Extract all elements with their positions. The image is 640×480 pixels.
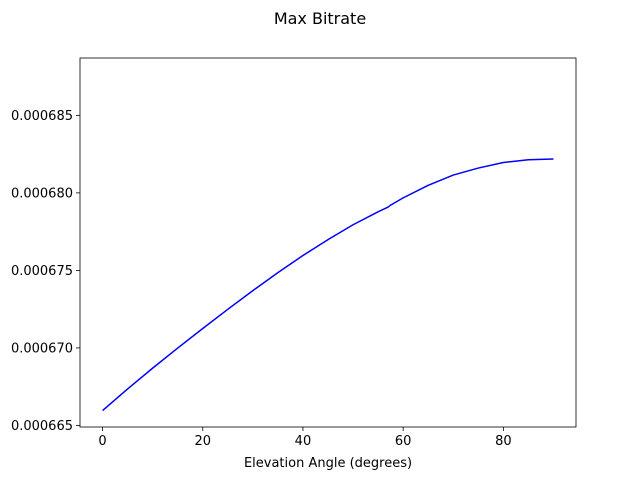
plot-area bbox=[79, 57, 577, 428]
y-tick-label: 0.000685 bbox=[11, 109, 73, 124]
y-tick-label: 0.000665 bbox=[11, 419, 73, 434]
x-tick-label: 60 bbox=[395, 434, 412, 449]
axes-frame bbox=[79, 57, 577, 428]
x-tick-label: 0 bbox=[98, 434, 106, 449]
chart-title: Max Bitrate bbox=[274, 9, 366, 28]
y-axis-ticks: 0.000665 0.000670 0.000675 0.000680 0.000685 bbox=[11, 109, 80, 434]
x-tick-label: 20 bbox=[194, 434, 211, 449]
series-line-0 bbox=[102, 158, 554, 412]
x-tick-label: 40 bbox=[295, 434, 312, 449]
y-tick-label: 0.000670 bbox=[11, 341, 73, 356]
y-tick-label: 0.000675 bbox=[11, 264, 73, 279]
y-tick-label: 0.000680 bbox=[11, 186, 73, 201]
x-tick-label: 80 bbox=[495, 434, 512, 449]
x-axis-ticks: 0 20 40 60 80 bbox=[98, 427, 512, 449]
x-axis-label: Elevation Angle (degrees) bbox=[244, 456, 412, 471]
